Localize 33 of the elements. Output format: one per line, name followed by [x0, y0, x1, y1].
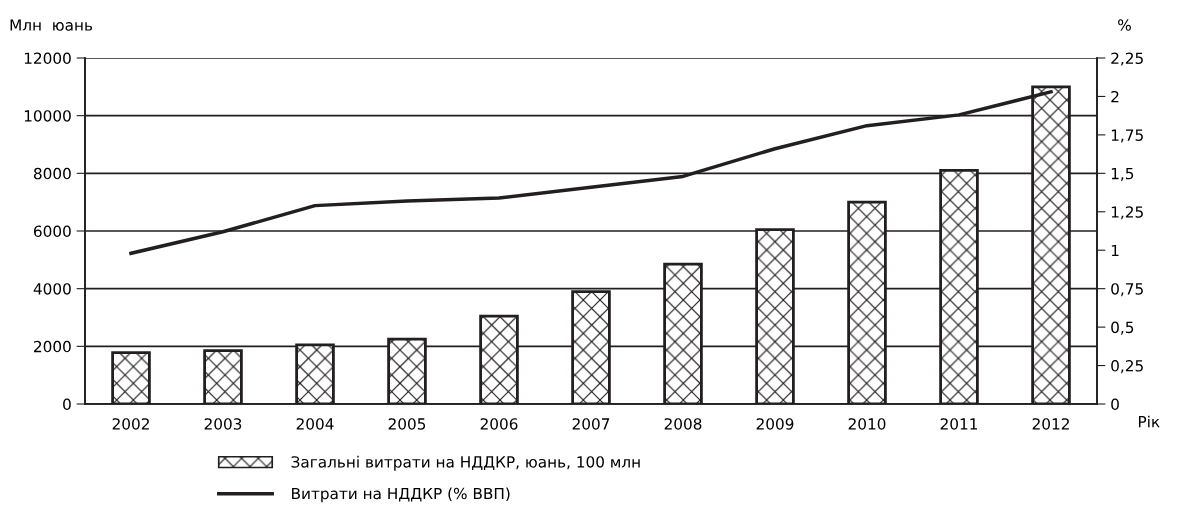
- x-tick-label: 2010: [848, 418, 886, 430]
- legend-label: Витрати на НДДКР (% ВВП): [292, 487, 510, 503]
- y-tick-label: 12000: [24, 52, 71, 65]
- y-tick-label: 2000: [34, 340, 71, 353]
- x-tick-label: 2002: [112, 418, 149, 430]
- y-tick-label: 8000: [33, 167, 71, 180]
- x-tick-label: 2006: [480, 418, 518, 430]
- y2-tick-label: 2: [1111, 90, 1119, 103]
- y-tick-label: 0: [63, 398, 71, 411]
- y2-tick-label: 1,5: [1111, 168, 1134, 181]
- y2-tick-label: 1,75: [1111, 129, 1143, 143]
- y-tick-label: 4000: [33, 283, 71, 295]
- y-tick-label: 6000: [33, 225, 71, 238]
- y2-tick-label: 0,75: [1111, 283, 1143, 297]
- x-tick-label: 2007: [572, 418, 610, 430]
- y2-tick-label: 1,25: [1111, 206, 1143, 220]
- y2-tick-label: 0,25: [1111, 360, 1143, 374]
- y2-tick-label: 0: [1111, 398, 1119, 411]
- x-tick-label: 2003: [204, 418, 242, 430]
- x-tick-label: 2011: [940, 418, 978, 430]
- x-tick-label: 2005: [388, 418, 426, 430]
- y-tick-label: 10000: [24, 110, 71, 122]
- x-tick-label: 2008: [664, 418, 702, 430]
- y2-tick-label: 1: [1111, 244, 1119, 257]
- x-tick-label: 2004: [296, 418, 334, 430]
- x-tick-label: 2012: [1032, 418, 1069, 430]
- y2-tick-label: 2,25: [1111, 52, 1143, 66]
- y2-axis-title: %: [1118, 19, 1131, 31]
- legend-label: Загальні витрати на НДДКР, юань, 100 млн: [291, 455, 640, 471]
- x-tick-label: 2009: [756, 418, 794, 430]
- y-axis-title: Млн юань: [10, 19, 93, 31]
- y2-tick-label: 0,5: [1111, 321, 1134, 335]
- x-axis-title: Рік: [1138, 415, 1160, 428]
